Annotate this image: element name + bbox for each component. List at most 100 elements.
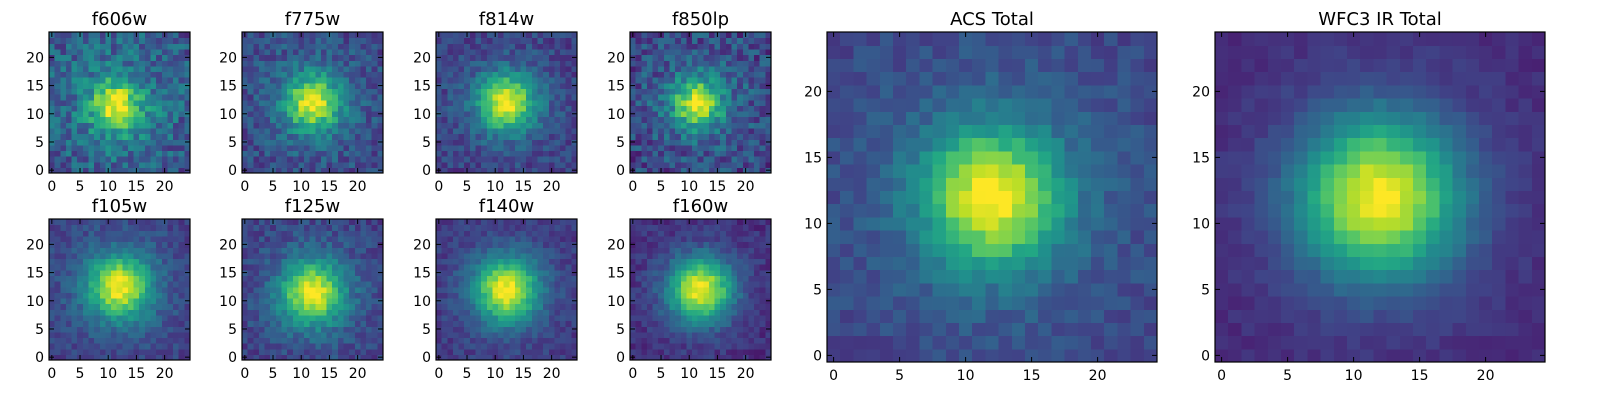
heatmap-cell [54,144,61,152]
heatmap-cell [354,235,362,243]
heatmap-cell [742,161,750,168]
heatmap-cell [371,337,378,344]
y-tick-label: 15 [219,79,237,95]
heatmap-cell [514,320,522,327]
heatmap-cell [759,297,766,305]
heatmap-cell [548,110,556,118]
heatmap-cell [658,60,665,67]
heatmap-cell [377,292,384,299]
heatmap-cell [54,139,61,146]
heatmap-cell [663,337,671,344]
heatmap-cell [111,331,118,339]
heatmap-cell [754,32,761,39]
heatmap-cell [526,348,533,355]
heatmap-cell [99,54,106,61]
heatmap-cell [320,224,328,231]
heatmap-cell [503,37,510,44]
heatmap-cell [447,122,454,129]
heatmap-cell [680,88,687,95]
heatmap-cell [287,94,294,101]
heatmap-cell [60,230,67,237]
heatmap-cell [526,264,533,271]
heatmap-cell [77,133,84,140]
heatmap-cell [543,65,550,73]
heatmap-cell [71,292,78,299]
heatmap-cell [105,156,112,163]
heatmap-cell [377,32,384,39]
heatmap-cell [680,60,687,67]
heatmap-cell [737,303,744,310]
heatmap-cell [275,71,283,78]
heatmap-cell [371,161,378,168]
heatmap-cell [139,150,146,157]
heatmap-cell [464,71,471,78]
heatmap-cell [503,167,510,174]
heatmap-cell [105,297,112,305]
heatmap-cell [94,309,101,316]
heatmap-cell [298,343,305,350]
heatmap-cell [708,99,716,106]
heatmap-cell [139,331,146,339]
heatmap-cell [509,292,516,299]
heatmap-cell [731,161,738,168]
heatmap-cell [173,275,180,282]
heatmap-cell [281,54,288,61]
heatmap-cell [88,77,95,84]
heatmap-cell [436,247,443,254]
heatmap-cell [144,161,152,168]
heatmap-cell [509,88,516,95]
heatmap-cell [714,348,721,355]
heatmap-cell [253,297,260,305]
heatmap-cell [554,241,561,248]
heatmap-cell [354,264,362,271]
heatmap-cell [82,48,90,56]
heatmap-cell [161,224,169,231]
heatmap-cell [360,337,367,344]
heatmap-cell [309,247,316,254]
heatmap-cell [281,292,288,299]
heatmap-cell [139,224,146,231]
heatmap-cell [371,331,378,339]
heatmap-cell [264,32,271,39]
heatmap-cell [253,343,260,350]
heatmap-cell [184,343,191,350]
heatmap-cell [150,54,157,61]
heatmap-cell [60,320,67,327]
heatmap-cell [144,116,152,123]
heatmap-cell [156,43,163,50]
heatmap-cell [60,309,67,316]
heatmap-cell [669,156,676,163]
heatmap-cell [630,116,637,123]
heatmap-cell [349,150,356,157]
x-tick-label: 15 [709,179,727,195]
heatmap-cell [116,247,123,254]
heatmap-cell [88,326,95,333]
heatmap-cell [514,122,522,129]
heatmap-cell [737,331,744,339]
heatmap-cell [94,258,101,265]
heatmap-cell [475,37,482,44]
heatmap-cell [309,343,316,350]
heatmap-cell [287,144,294,152]
x-tick-label: 5 [463,366,472,382]
heatmap-cell [161,275,169,282]
heatmap-cell [498,94,505,101]
heatmap-cell [105,258,112,265]
heatmap-cell [680,320,687,327]
heatmap-cell [116,331,123,339]
heatmap-cell [139,343,146,350]
heatmap-cell [270,144,277,152]
heatmap-cell [658,161,665,168]
heatmap-cell [537,156,544,163]
heatmap-cell [464,314,471,322]
heatmap-cell [247,32,254,39]
heatmap-cell [253,127,260,135]
heatmap-cell [304,94,311,101]
heatmap-cell [475,144,482,152]
heatmap-cell [377,348,384,355]
heatmap-cell [737,71,744,78]
heatmap-cell [281,99,288,106]
heatmap-cell [54,348,61,355]
heatmap-cell [481,161,488,168]
heatmap-cell [725,314,733,322]
